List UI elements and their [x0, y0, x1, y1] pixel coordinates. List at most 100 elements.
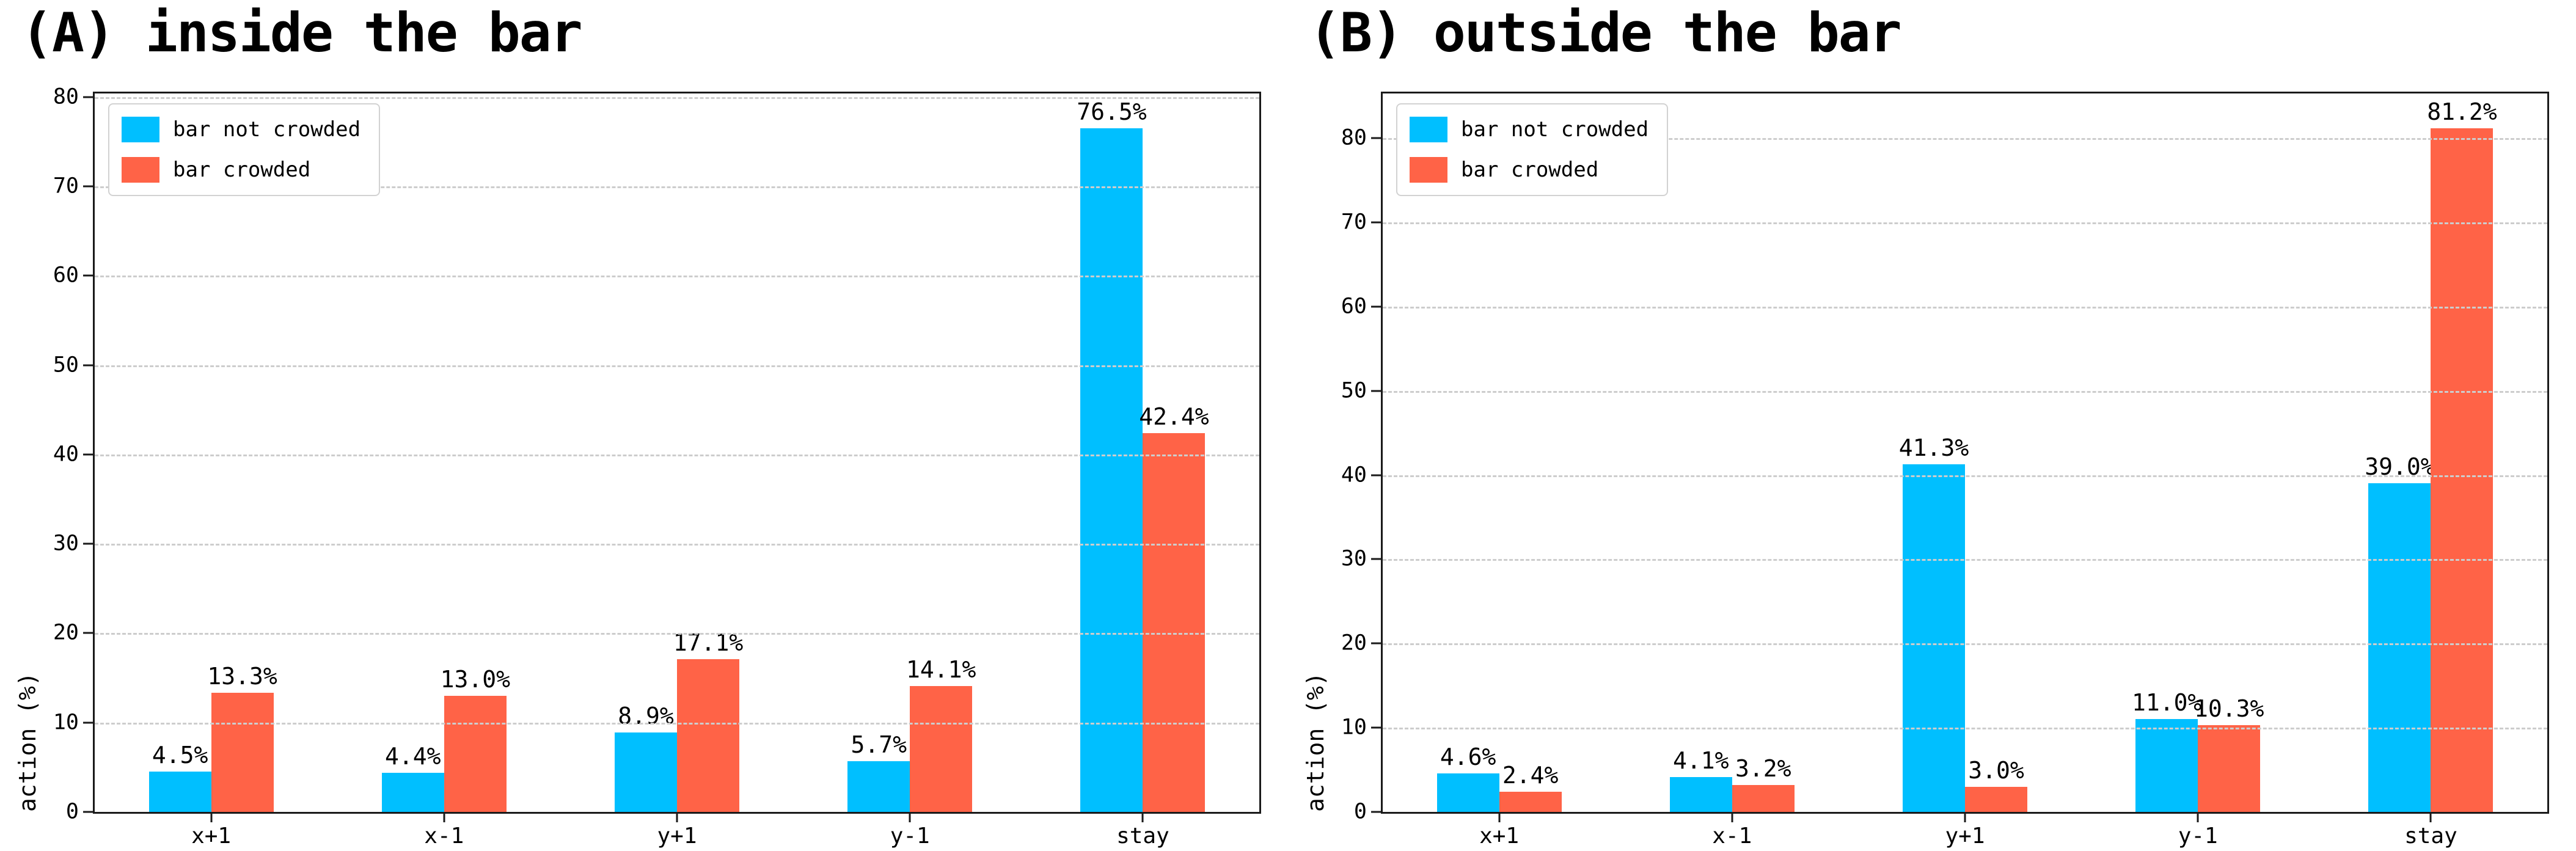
bar-value-label: 13.3%	[207, 663, 277, 690]
bar-pair: 4.5% 13.3%	[148, 93, 277, 812]
legend-a: bar not crowded bar crowded	[108, 103, 381, 196]
y-tick-mark	[1371, 558, 1381, 560]
x-category-label: y+1	[657, 824, 697, 849]
bar-bar-crowded-y+1: 17.1%	[673, 631, 743, 812]
gridline	[1383, 643, 2547, 646]
bar-group-y-1: 11.0% 10.3%	[2082, 93, 2314, 822]
bar-bar-not-crowded-x+1: 4.6%	[1436, 745, 1499, 812]
chart-title-b: (B) outside the bar	[1309, 1, 1902, 64]
bar-value-label: 13.0%	[440, 665, 510, 693]
bar-bar-crowded-x+1: 13.3%	[207, 665, 277, 812]
bar-bar-not-crowded-y+1: 8.9%	[615, 704, 677, 812]
chart-panel-b: (B) outside the bar action (%) 4.6% 2.4% 4…	[1288, 0, 2576, 851]
bar-value-label: 10.3%	[2194, 695, 2264, 722]
bar-pair: 39.0% 81.2%	[2365, 93, 2497, 812]
x-axis-labels-b: x+1 x-1 y+1 y-1 stay	[1383, 825, 2547, 847]
gridline	[95, 97, 1259, 99]
bar-group-x-1: 4.1% 3.2%	[1615, 93, 1848, 822]
x-category-label: x+1	[191, 824, 232, 849]
bar-value-label: 3.0%	[1968, 756, 2024, 784]
y-tick-label: 60	[1341, 294, 1367, 319]
y-tick-label: 60	[53, 263, 79, 288]
bar-group-y-1: 5.7% 14.1%	[794, 93, 1026, 822]
bar-value-label: 81.2%	[2427, 98, 2497, 125]
y-tick-mark	[1371, 811, 1381, 813]
y-tick-label: 50	[53, 352, 79, 378]
x-tick-mark	[1498, 814, 1501, 822]
x-axis-labels-a: x+1 x-1 y+1 y-1 stay	[95, 825, 1259, 847]
y-tick-label: 10	[1341, 715, 1367, 740]
y-tick-mark	[1371, 726, 1381, 729]
chart-title-a: (A) inside the bar	[21, 1, 583, 64]
bar-value-label: 4.4%	[385, 742, 441, 770]
legend-label: bar not crowded	[1461, 117, 1649, 142]
bar-group-stay: 76.5% 42.4%	[1026, 93, 1259, 822]
bar-bar-not-crowded-stay: 39.0%	[2365, 455, 2435, 812]
bar-pair: 4.1% 3.2%	[1669, 93, 1795, 812]
bar-bar-crowded-y+1: 3.0%	[1965, 759, 2027, 812]
gridline	[1383, 138, 2547, 141]
bar-value-label: 11.0%	[2132, 689, 2202, 717]
bar-pair: 4.6% 2.4%	[1436, 93, 1562, 812]
bar-bar-not-crowded-x-1: 4.1%	[1669, 749, 1732, 812]
bar-bar-crowded-x+1: 2.4%	[1499, 764, 1562, 812]
x-tick-mark	[909, 814, 911, 822]
x-category-label: stay	[2404, 824, 2457, 849]
chart-panel-a: (A) inside the bar action (%) 4.5% 13.3% 4…	[14, 1, 1261, 847]
bar-bar-not-crowded-x+1: 4.5%	[148, 743, 211, 812]
bar-value-label: 4.6%	[1440, 743, 1496, 770]
bar-pair: 11.0% 10.3%	[2132, 93, 2264, 812]
legend-label: bar crowded	[1461, 158, 1599, 182]
bar-bar-not-crowded-y+1: 41.3%	[1899, 436, 1969, 812]
bar-value-label: 39.0%	[2365, 453, 2435, 481]
y-tick-label: 20	[53, 620, 79, 645]
bars-layer-b: 4.6% 2.4% 4.1% 3.2% 41.3% 3.0% 11.0% 10.3% 39.0%…	[1383, 93, 2547, 822]
plot-area-b: action (%) 4.6% 2.4% 4.1% 3.2% 41.3% 3.0% 11.0…	[1302, 92, 2549, 847]
legend-row: bar not crowded	[122, 117, 360, 142]
gridline	[95, 544, 1259, 546]
bar-value-label: 42.4%	[1139, 403, 1209, 430]
y-tick-mark	[83, 96, 93, 98]
legend-swatch	[122, 157, 159, 183]
bar-group-x+1: 4.6% 2.4%	[1383, 93, 1615, 822]
legend-swatch	[122, 117, 159, 142]
y-tick-label: 70	[1341, 210, 1367, 235]
bar-bar-crowded-x-1: 13.0%	[441, 668, 510, 812]
x-tick-mark	[676, 814, 678, 822]
y-tick-label: 30	[1341, 546, 1367, 571]
bar-value-label: 76.5%	[1077, 98, 1147, 126]
y-tick-mark	[83, 542, 93, 545]
y-axis-label-b: action (%)	[1302, 672, 1329, 812]
bar-value-label: 14.1%	[906, 656, 976, 683]
y-tick-mark	[1371, 221, 1381, 224]
bar-bar-not-crowded-stay: 76.5%	[1077, 100, 1147, 812]
y-tick-label: 20	[1341, 630, 1367, 656]
bar-group-stay: 39.0% 81.2%	[2314, 93, 2547, 822]
y-tick-mark	[1371, 305, 1381, 308]
bar-pair: 5.7% 14.1%	[847, 93, 976, 812]
gridline	[1383, 728, 2547, 730]
plot-area-a: action (%) 4.5% 13.3% 4.4% 13.0% 8.9% 17.1% 5.…	[14, 86, 1261, 847]
legend-row: bar crowded	[122, 157, 360, 183]
gridline	[95, 454, 1259, 456]
bar-value-label: 3.2%	[1735, 754, 1791, 782]
y-tick-mark	[83, 364, 93, 367]
y-tick-mark	[83, 274, 93, 277]
bar-bar-not-crowded-y-1: 11.0%	[2132, 691, 2201, 812]
legend-swatch	[1410, 157, 1447, 183]
y-tick-label: 80	[53, 84, 79, 109]
x-tick-mark	[1964, 814, 1966, 822]
bar-value-label: 41.3%	[1898, 434, 1969, 461]
x-category-label: y+1	[1945, 824, 1985, 849]
bar-group-x+1: 4.5% 13.3%	[95, 93, 327, 822]
bar-group-y+1: 8.9% 17.1%	[560, 93, 793, 822]
x-category-label: stay	[1116, 824, 1169, 849]
x-tick-mark	[1731, 814, 1733, 822]
bar-value-label: 5.7%	[851, 731, 907, 758]
y-axis-label-a: action (%)	[14, 672, 41, 812]
y-tick-label: 50	[1341, 378, 1367, 403]
y-tick-label: 40	[53, 442, 79, 467]
bar-bar-crowded-y-1: 10.3%	[2194, 697, 2264, 812]
bar-pair: 8.9% 17.1%	[615, 93, 743, 812]
bar-pair: 41.3% 3.0%	[1899, 93, 2027, 812]
